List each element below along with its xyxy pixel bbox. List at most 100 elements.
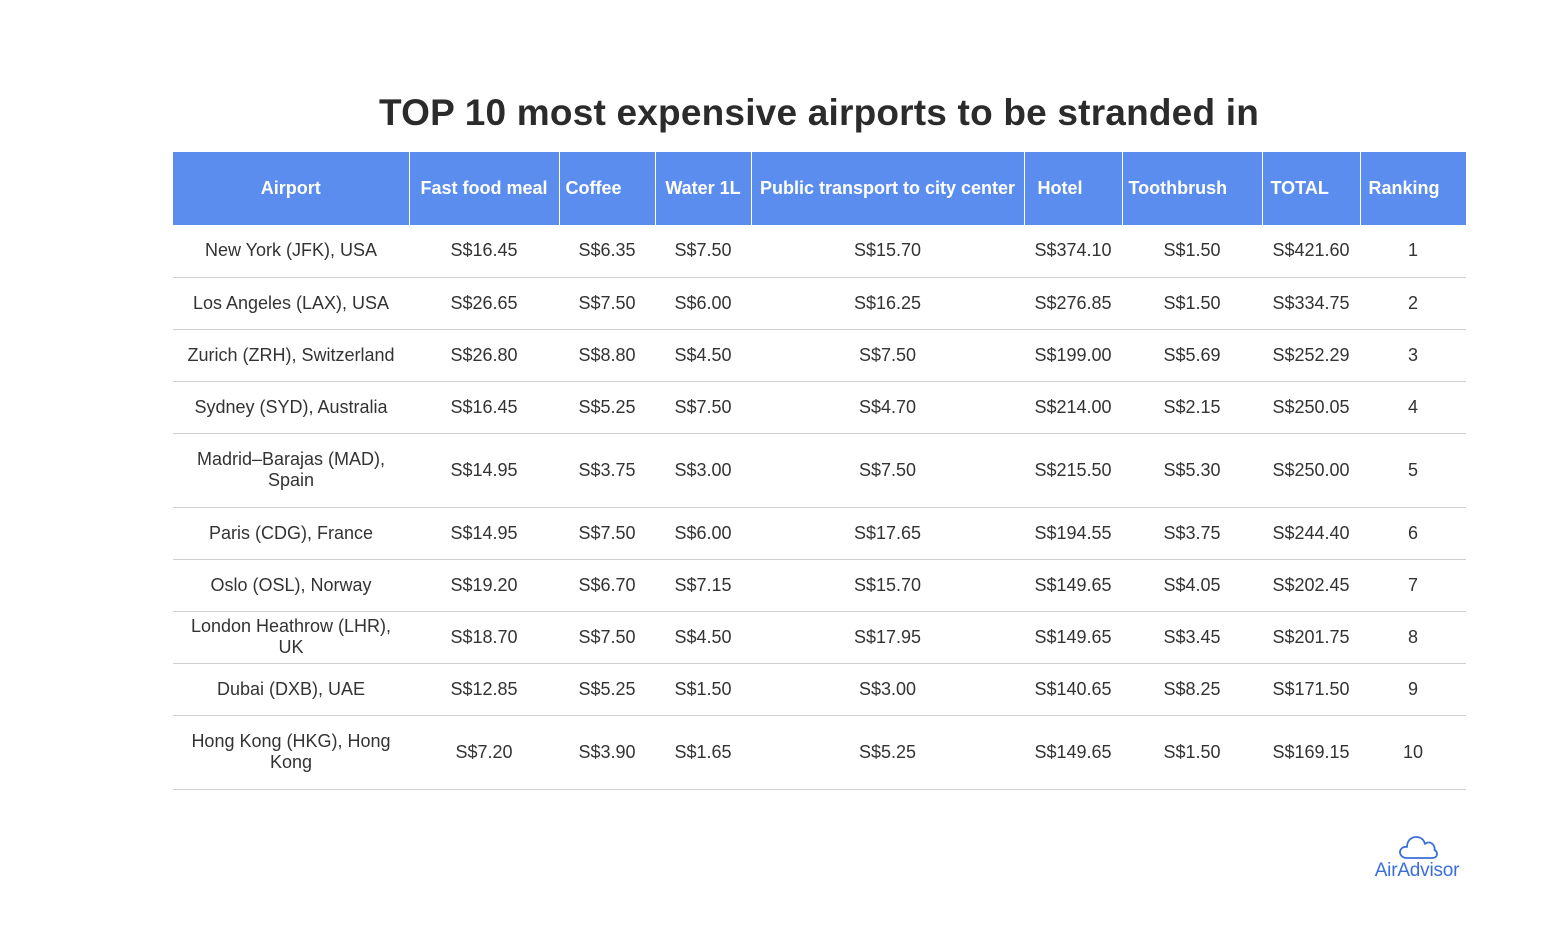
cell-coffee: S$5.25	[559, 381, 655, 434]
cell-public-transport: S$16.25	[751, 277, 1024, 330]
airadvisor-logo: AirAdvisor	[1368, 832, 1466, 884]
cell-fast-food-meal: S$16.45	[409, 225, 559, 278]
cell-toothbrush: S$1.50	[1122, 277, 1262, 330]
cell-total: S$421.60	[1262, 225, 1360, 278]
cell-water: S$6.00	[655, 507, 751, 560]
cell-ranking: 6	[1360, 507, 1466, 560]
column-header-airport: Airport	[173, 152, 410, 225]
cell-coffee: S$7.50	[559, 507, 655, 560]
cell-water: S$1.50	[655, 663, 751, 716]
cell-toothbrush: S$3.75	[1122, 507, 1262, 560]
table-row: New York (JFK), USA S$16.45 S$6.35 S$7.50 S$…	[173, 225, 1466, 278]
cell-airport: Hong Kong (HKG), Hong Kong	[173, 715, 409, 790]
cell-toothbrush: S$5.30	[1122, 433, 1262, 508]
cell-fast-food-meal: S$14.95	[409, 507, 559, 560]
cell-airport: Madrid–Barajas (MAD), Spain	[173, 433, 409, 508]
cell-ranking: 3	[1360, 329, 1466, 382]
table-row: Hong Kong (HKG), Hong Kong S$7.20 S$3.90 S$…	[173, 715, 1466, 790]
cell-water: S$1.65	[655, 715, 751, 790]
cell-coffee: S$8.80	[559, 329, 655, 382]
cell-toothbrush: S$3.45	[1122, 611, 1262, 664]
cell-airport: Zurich (ZRH), Switzerland	[173, 329, 409, 382]
cell-hotel: S$140.65	[1024, 663, 1122, 716]
cell-public-transport: S$3.00	[751, 663, 1024, 716]
cell-coffee: S$3.75	[559, 433, 655, 508]
table-row: Oslo (OSL), Norway S$19.20 S$6.70 S$7.15 S$1…	[173, 559, 1466, 612]
column-header-ranking: Ranking	[1360, 152, 1466, 225]
cell-water: S$7.50	[655, 225, 751, 278]
logo-text: AirAdvisor	[1374, 860, 1460, 881]
column-header-water: Water 1L	[655, 152, 752, 225]
cell-ranking: 1	[1360, 225, 1466, 278]
cell-airport: Paris (CDG), France	[173, 507, 409, 560]
cell-public-transport: S$7.50	[751, 433, 1024, 508]
cell-toothbrush: S$2.15	[1122, 381, 1262, 434]
cell-toothbrush: S$1.50	[1122, 225, 1262, 278]
cell-fast-food-meal: S$12.85	[409, 663, 559, 716]
cell-toothbrush: S$4.05	[1122, 559, 1262, 612]
cell-public-transport: S$15.70	[751, 225, 1024, 278]
cell-airport: Los Angeles (LAX), USA	[173, 277, 409, 330]
cell-hotel: S$374.10	[1024, 225, 1122, 278]
table-row: Los Angeles (LAX), USA S$26.65 S$7.50 S$6.0…	[173, 277, 1466, 330]
table-body: New York (JFK), USA S$16.45 S$6.35 S$7.50 S$…	[173, 225, 1466, 790]
cell-water: S$6.00	[655, 277, 751, 330]
cell-total: S$250.00	[1262, 433, 1360, 508]
table-row: Sydney (SYD), Australia S$16.45 S$5.25 S$7.…	[173, 381, 1466, 434]
cell-public-transport: S$7.50	[751, 329, 1024, 382]
cell-water: S$4.50	[655, 329, 751, 382]
cell-ranking: 9	[1360, 663, 1466, 716]
cell-coffee: S$7.50	[559, 611, 655, 664]
cell-public-transport: S$4.70	[751, 381, 1024, 434]
column-header-hotel: Hotel	[1024, 152, 1123, 225]
cell-hotel: S$199.00	[1024, 329, 1122, 382]
cell-public-transport: S$5.25	[751, 715, 1024, 790]
header-row: Airport Fast food meal Coffee Water 1L P…	[173, 152, 1466, 225]
cell-ranking: 7	[1360, 559, 1466, 612]
cell-water: S$7.15	[655, 559, 751, 612]
column-header-public-transport: Public transport to city center	[751, 152, 1025, 225]
column-header-coffee: Coffee	[559, 152, 656, 225]
cell-airport: London Heathrow (LHR), UK	[173, 611, 409, 664]
cloud-icon	[1399, 836, 1438, 859]
cell-fast-food-meal: S$26.65	[409, 277, 559, 330]
cell-total: S$171.50	[1262, 663, 1360, 716]
cell-fast-food-meal: S$16.45	[409, 381, 559, 434]
cell-toothbrush: S$8.25	[1122, 663, 1262, 716]
table-row: Zurich (ZRH), Switzerland S$26.80 S$8.80 S$…	[173, 329, 1466, 382]
cell-total: S$169.15	[1262, 715, 1360, 790]
cell-coffee: S$6.35	[559, 225, 655, 278]
cell-hotel: S$149.65	[1024, 559, 1122, 612]
cell-hotel: S$149.65	[1024, 611, 1122, 664]
cell-ranking: 4	[1360, 381, 1466, 434]
cell-airport: Sydney (SYD), Australia	[173, 381, 409, 434]
cell-hotel: S$215.50	[1024, 433, 1122, 508]
cell-coffee: S$7.50	[559, 277, 655, 330]
cell-total: S$252.29	[1262, 329, 1360, 382]
cell-water: S$3.00	[655, 433, 751, 508]
cell-coffee: S$5.25	[559, 663, 655, 716]
cell-hotel: S$149.65	[1024, 715, 1122, 790]
cell-toothbrush: S$5.69	[1122, 329, 1262, 382]
cell-fast-food-meal: S$19.20	[409, 559, 559, 612]
cell-coffee: S$6.70	[559, 559, 655, 612]
cell-public-transport: S$17.65	[751, 507, 1024, 560]
cell-hotel: S$194.55	[1024, 507, 1122, 560]
cell-ranking: 10	[1360, 715, 1466, 790]
chart-title: TOP 10 most expensive airports to be str…	[378, 92, 1260, 133]
cell-ranking: 2	[1360, 277, 1466, 330]
table-row: Dubai (DXB), UAE S$12.85 S$5.25 S$1.50 S$3.0…	[173, 663, 1466, 716]
data-table: Airport Fast food meal Coffee Water 1L P…	[173, 152, 1466, 790]
cell-ranking: 5	[1360, 433, 1466, 508]
cell-total: S$250.05	[1262, 381, 1360, 434]
cell-public-transport: S$15.70	[751, 559, 1024, 612]
cell-fast-food-meal: S$26.80	[409, 329, 559, 382]
cell-ranking: 8	[1360, 611, 1466, 664]
table-row: Paris (CDG), France S$14.95 S$7.50 S$6.00 S$…	[173, 507, 1466, 560]
column-header-total: TOTAL	[1262, 152, 1361, 225]
cell-hotel: S$214.00	[1024, 381, 1122, 434]
cell-water: S$4.50	[655, 611, 751, 664]
cell-total: S$244.40	[1262, 507, 1360, 560]
cell-airport: New York (JFK), USA	[173, 225, 409, 278]
cell-water: S$7.50	[655, 381, 751, 434]
